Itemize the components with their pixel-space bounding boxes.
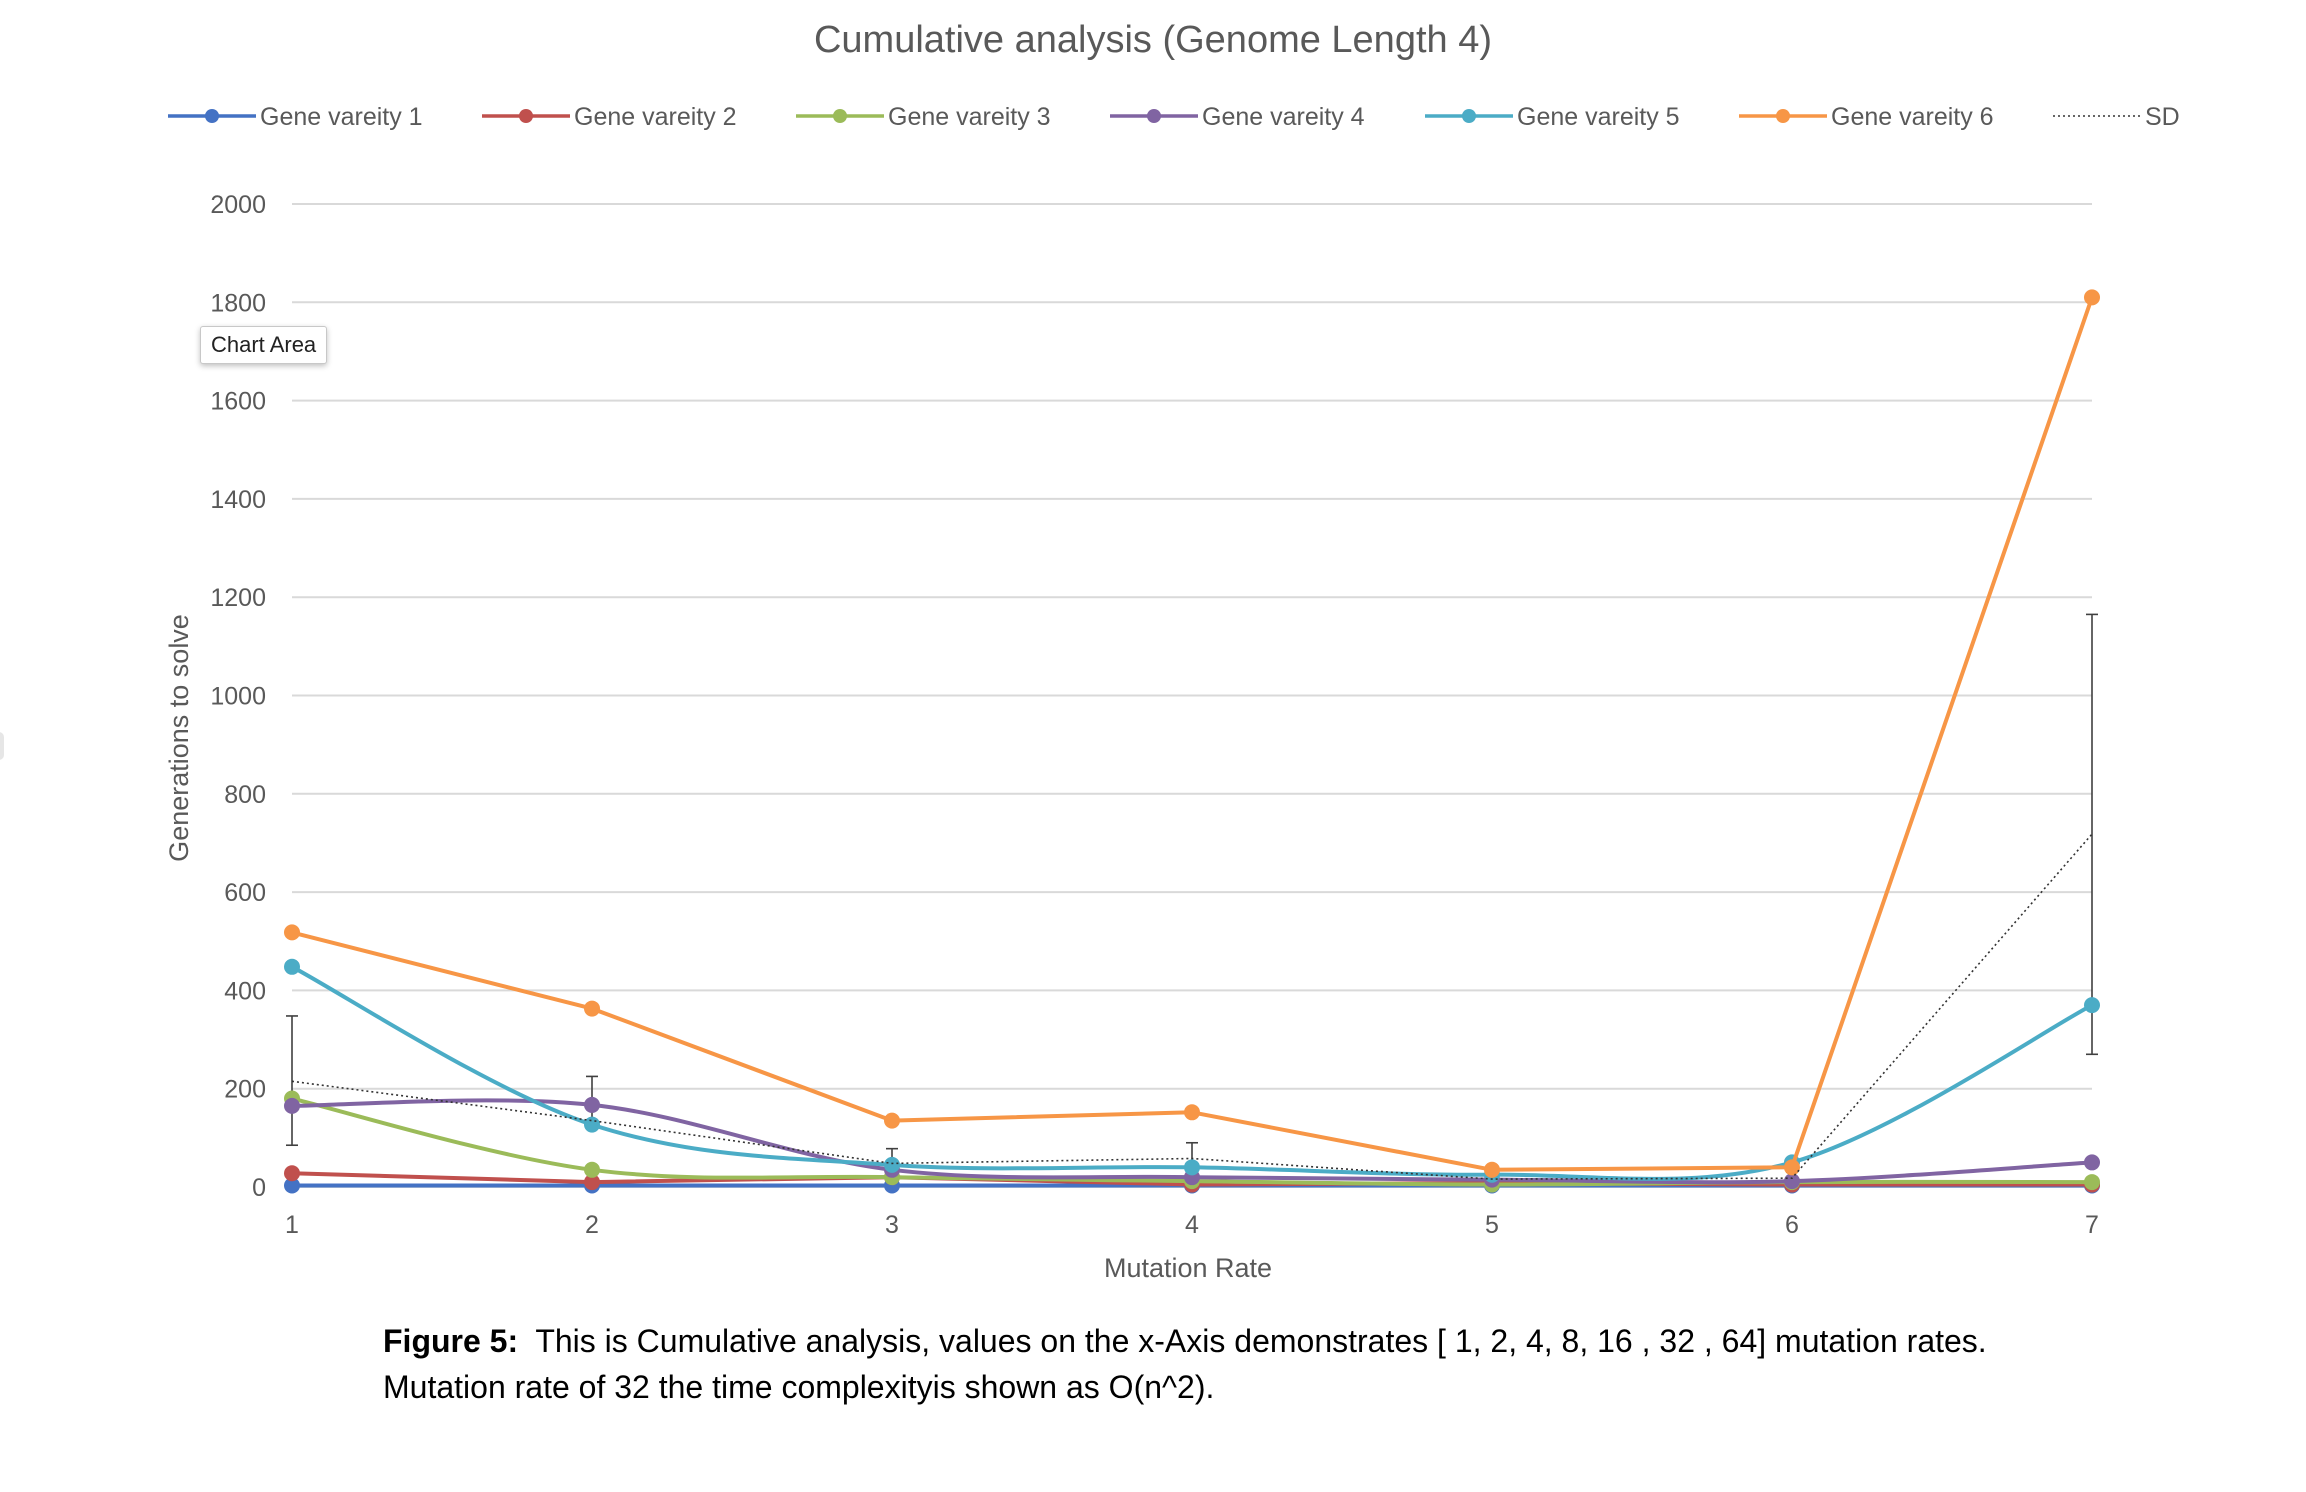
y-axis-title: Generations to solve <box>164 614 194 862</box>
x-axis-ticks: 1 2 3 4 5 6 7 <box>285 1211 2099 1239</box>
data-point[interactable] <box>884 1156 900 1173</box>
x-tick-label: 5 <box>1485 1211 1499 1239</box>
window-edge-handle <box>0 732 4 760</box>
data-point[interactable] <box>284 1177 300 1194</box>
legend-item-gene-vareity-2: Gene vareity 2 <box>482 103 737 131</box>
series-gene-vareity-6[interactable] <box>284 289 2100 1178</box>
x-tick-label: 6 <box>1785 1211 1799 1239</box>
figure-caption: Figure 5: This is Cumulative analysis, v… <box>383 1318 2083 1410</box>
x-tick-label: 7 <box>2085 1211 2099 1239</box>
data-point[interactable] <box>884 1112 900 1129</box>
legend-marker <box>205 109 219 123</box>
data-point[interactable] <box>284 1097 300 1114</box>
y-tick-label: 400 <box>224 977 266 1005</box>
x-axis-title: Mutation Rate <box>1104 1253 1272 1283</box>
y-tick-label: 1800 <box>210 289 266 317</box>
data-point[interactable] <box>2084 1154 2100 1171</box>
legend-item-gene-vareity-5: Gene vareity 5 <box>1425 103 1680 131</box>
chart-area-tooltip: Chart Area <box>200 326 328 364</box>
y-tick-label: 600 <box>224 879 266 907</box>
legend-item-gene-vareity-1: Gene vareity 1 <box>168 103 423 131</box>
data-point[interactable] <box>1784 1159 1800 1176</box>
data-point[interactable] <box>1484 1161 1500 1178</box>
legend-label: Gene vareity 5 <box>1517 103 1680 131</box>
data-point[interactable] <box>584 1174 600 1191</box>
legend-item-sd: SD <box>2053 103 2180 131</box>
y-tick-label: 200 <box>224 1076 266 1104</box>
x-tick-label: 3 <box>885 1211 899 1239</box>
legend-label: Gene vareity 6 <box>1831 103 1994 131</box>
data-point[interactable] <box>2084 289 2100 306</box>
legend-item-gene-vareity-4: Gene vareity 4 <box>1110 103 1365 131</box>
data-point[interactable] <box>284 958 300 975</box>
x-tick-label: 1 <box>285 1211 299 1239</box>
y-tick-label: 1400 <box>210 486 266 514</box>
data-point[interactable] <box>1184 1104 1200 1121</box>
x-tick-label: 2 <box>585 1211 599 1239</box>
legend-marker <box>1462 109 1476 123</box>
legend-label: Gene vareity 1 <box>260 103 423 131</box>
legend-label: Gene vareity 3 <box>888 103 1051 131</box>
y-tick-label: 1200 <box>210 584 266 612</box>
gridlines <box>292 203 2092 1188</box>
y-tick-label: 800 <box>224 781 266 809</box>
data-point[interactable] <box>284 1165 300 1182</box>
data-point[interactable] <box>584 1116 600 1133</box>
legend-label: SD <box>2145 103 2180 131</box>
y-axis-ticks: 0 200 400 600 800 1000 1200 1400 1600 1800 2000 <box>210 191 266 1202</box>
legend-label: Gene vareity 4 <box>1202 103 1365 131</box>
y-tick-label: 1600 <box>210 388 266 416</box>
data-point[interactable] <box>1184 1159 1200 1176</box>
plot-area[interactable] <box>284 289 2100 1194</box>
sd-line[interactable] <box>291 833 2093 1180</box>
x-tick-label: 4 <box>1185 1211 1199 1239</box>
legend-item-gene-vareity-3: Gene vareity 3 <box>796 103 1051 131</box>
data-point[interactable] <box>2084 997 2100 1014</box>
sd-error-bars <box>286 613 2098 1186</box>
legend-marker <box>1147 109 1161 123</box>
y-tick-label: 1000 <box>210 683 266 711</box>
y-tick-label: 0 <box>252 1174 266 1202</box>
series-line[interactable] <box>291 296 2094 1172</box>
legend-marker <box>1776 109 1790 123</box>
legend-marker <box>519 109 533 123</box>
legend: Gene vareity 1 Gene vareity 2 Gene vareity… <box>168 103 2180 131</box>
data-point[interactable] <box>284 924 300 941</box>
legend-marker <box>833 109 847 123</box>
y-tick-label: 2000 <box>210 191 266 219</box>
caption-line2: Mutation rate of 32 the time complexityi… <box>383 1369 1215 1405</box>
data-point[interactable] <box>584 1096 600 1113</box>
legend-item-gene-vareity-6: Gene vareity 6 <box>1739 103 1994 131</box>
legend-label: Gene vareity 2 <box>574 103 737 131</box>
chart-title: Cumulative analysis (Genome Length 4) <box>814 19 1492 61</box>
data-point[interactable] <box>1784 1173 1800 1190</box>
data-point[interactable] <box>584 1161 600 1178</box>
data-point[interactable] <box>584 1000 600 1017</box>
caption-text: This is Cumulative analysis, values on t… <box>535 1323 1987 1359</box>
caption-label: Figure 5: <box>383 1323 519 1359</box>
data-point[interactable] <box>2084 1174 2100 1191</box>
